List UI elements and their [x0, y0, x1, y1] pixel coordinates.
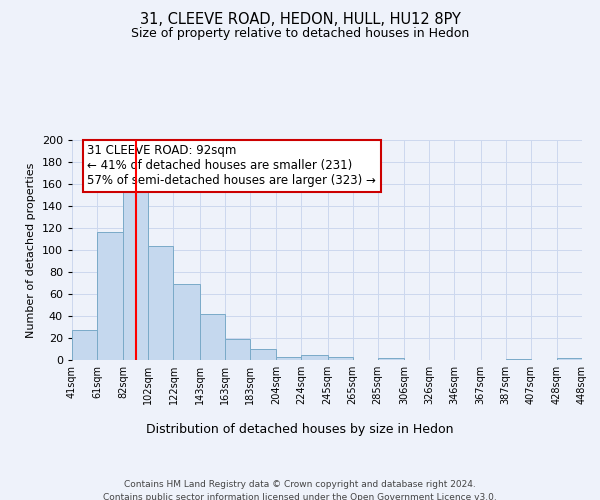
Text: Size of property relative to detached houses in Hedon: Size of property relative to detached ho… [131, 28, 469, 40]
Text: Contains HM Land Registry data © Crown copyright and database right 2024.
Contai: Contains HM Land Registry data © Crown c… [103, 480, 497, 500]
Y-axis label: Number of detached properties: Number of detached properties [26, 162, 36, 338]
Bar [173, 284, 200, 360]
Bar [378, 358, 404, 360]
Text: 31 CLEEVE ROAD: 92sqm
← 41% of detached houses are smaller (231)
57% of semi-det: 31 CLEEVE ROAD: 92sqm ← 41% of detached … [88, 144, 376, 188]
Bar [557, 358, 582, 360]
Bar [148, 246, 173, 360]
Text: Distribution of detached houses by size in Hedon: Distribution of detached houses by size … [146, 422, 454, 436]
Bar [301, 354, 328, 360]
Bar [97, 232, 124, 360]
Text: 31, CLEEVE ROAD, HEDON, HULL, HU12 8PY: 31, CLEEVE ROAD, HEDON, HULL, HU12 8PY [140, 12, 460, 28]
Bar [200, 314, 225, 360]
Bar [276, 356, 301, 360]
Bar [506, 359, 530, 360]
Bar [328, 356, 353, 360]
Bar [225, 339, 250, 360]
Bar [250, 349, 276, 360]
Bar [72, 330, 97, 360]
Bar [124, 180, 148, 360]
